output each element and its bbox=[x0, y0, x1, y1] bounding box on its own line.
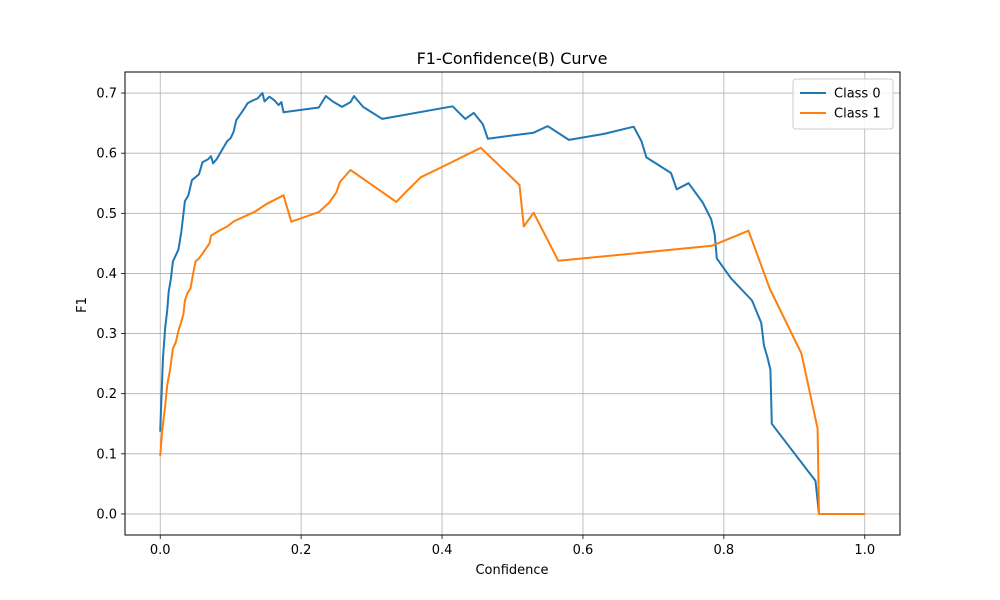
y-tick-label: 0.4 bbox=[96, 267, 117, 282]
x-tick-label: 0.6 bbox=[573, 543, 594, 558]
x-tick-label: 0.0 bbox=[150, 543, 171, 558]
y-axis: 0.0 0.1 0.2 0.3 0.4 0.5 0.6 0.7 bbox=[96, 87, 125, 522]
x-tick-label: 1.0 bbox=[854, 543, 875, 558]
y-tick-label: 0.2 bbox=[96, 387, 117, 402]
plot-frame bbox=[124, 71, 901, 536]
y-tick-label: 0.0 bbox=[96, 507, 117, 522]
grid bbox=[125, 72, 900, 535]
x-axis-label: Confidence bbox=[475, 563, 548, 578]
x-tick-label: 0.2 bbox=[291, 543, 312, 558]
y-tick-label: 0.5 bbox=[96, 207, 117, 222]
legend-label: Class 0 bbox=[834, 87, 881, 102]
legend: Class 0 Class 1 bbox=[792, 78, 894, 130]
y-tick-label: 0.3 bbox=[96, 327, 117, 342]
chart-title: F1-Confidence(B) Curve bbox=[417, 49, 608, 68]
x-tick-label: 0.8 bbox=[714, 543, 735, 558]
series-group bbox=[159, 92, 865, 515]
legend-label: Class 1 bbox=[834, 107, 881, 122]
series-line-class-0 bbox=[159, 92, 865, 515]
y-tick-label: 0.6 bbox=[96, 147, 117, 162]
legend-box bbox=[792, 78, 894, 130]
y-tick-label: 0.7 bbox=[96, 87, 117, 102]
x-axis: 0.0 0.2 0.4 0.6 0.8 1.0 bbox=[150, 535, 875, 558]
x-tick-label: 0.4 bbox=[432, 543, 453, 558]
y-axis-label: F1 bbox=[75, 297, 90, 313]
series-line-class-1 bbox=[159, 146, 865, 515]
y-tick-label: 0.1 bbox=[96, 447, 117, 462]
